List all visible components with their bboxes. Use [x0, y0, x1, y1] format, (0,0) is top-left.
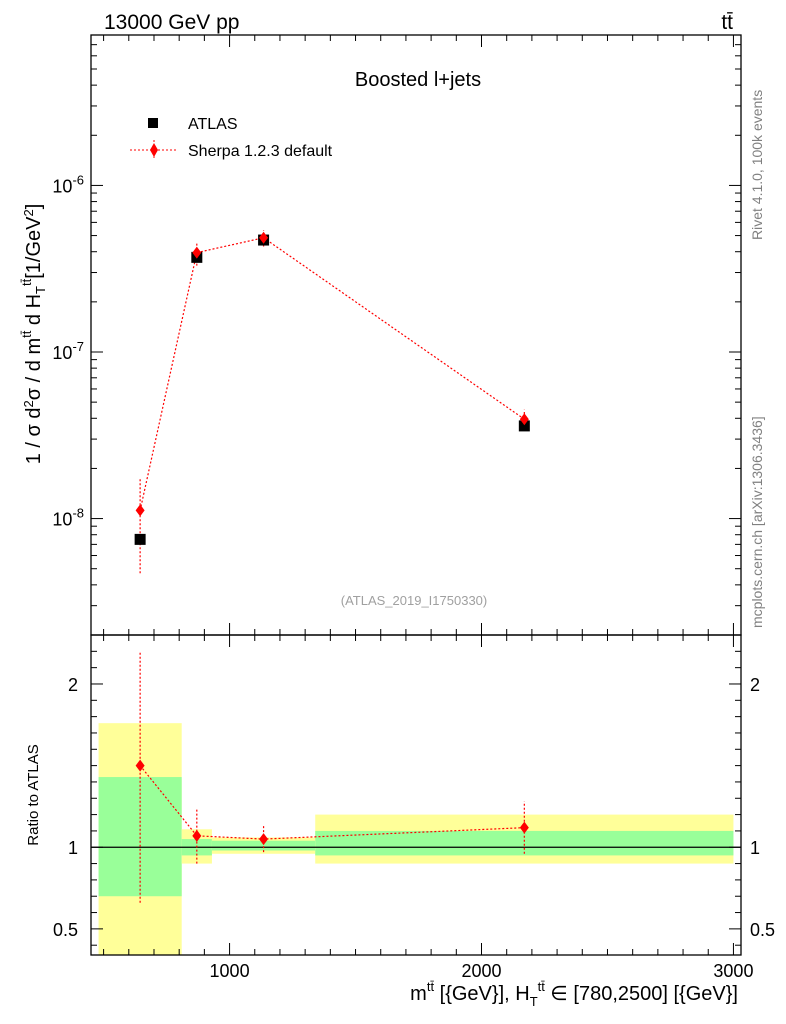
ratio-plot-frame [90, 634, 742, 956]
mcplots-label: mcplots.cern.ch [arXiv:1306.3436] [749, 416, 765, 628]
atlas-point [134, 533, 146, 545]
main-marks [134, 230, 530, 574]
ratio-sherpa-point [192, 829, 202, 842]
ratio-y-tick-label-right: 1 [750, 838, 760, 858]
sherpa-point [192, 246, 202, 259]
ratio-sherpa-point [135, 759, 145, 772]
ratio-sherpa-line [139, 765, 525, 840]
ratio-y-tick-label: 0.5 [53, 920, 78, 940]
legend-atlas-label: ATLAS [188, 116, 238, 133]
ratio-y-axis-label: Ratio to ATLAS [25, 744, 42, 845]
ratio-y-tick-label: 1 [68, 838, 78, 858]
legend-sherpa-marker [150, 143, 158, 157]
ratio-y-tick-label: 2 [68, 675, 78, 695]
analysis-label: (ATLAS_2019_I1750330) [341, 593, 487, 608]
ratio-band-green [211, 840, 316, 851]
main-axes: 10-8 10-7 10-6 [52, 34, 741, 636]
sherpa-point [259, 231, 269, 244]
chart-title: Boosted l+jets [355, 69, 481, 91]
x-tick-label: 3000 [713, 961, 753, 981]
main-y-tick-label: 10-7 [52, 339, 84, 363]
ratio-sherpa-point [519, 821, 529, 834]
sherpa-point [135, 504, 145, 517]
ratio-sherpa-point [259, 833, 269, 846]
ratio-axes: 1000 2000 3000 0.5 0.5 1 1 2 2 [53, 635, 775, 981]
ratio-y-tick-label-right: 2 [750, 675, 760, 695]
main-y-axis-label: 1 / σ d2σ / d mtt̄ d HTtt̄[1/GeV2] [19, 204, 48, 465]
ratio-marks [135, 651, 529, 903]
sherpa-point [519, 413, 529, 426]
energy-label: 13000 GeV pp [104, 11, 239, 34]
x-tick-label: 1000 [210, 961, 250, 981]
sherpa-line [139, 237, 525, 511]
rivet-label: Rivet 4.1.0, 100k events [749, 90, 765, 240]
x-tick-label: 2000 [461, 961, 501, 981]
x-axis-label: mtt̄ [{GeV}], HTtt̄ ∈ [780,2500] [{GeV}] [410, 979, 738, 1009]
legend-atlas-marker [148, 118, 158, 128]
ratio-uncertainty-bands [98, 723, 734, 955]
main-y-tick-label: 10-6 [52, 172, 84, 196]
atlas-point [518, 420, 530, 432]
legend: ATLAS Sherpa 1.2.3 default [130, 116, 333, 160]
process-label: tt̄ [721, 11, 733, 34]
main-y-tick-label: 10-8 [52, 506, 84, 530]
legend-sherpa-label: Sherpa 1.2.3 default [188, 143, 333, 160]
ratio-y-tick-label-right: 0.5 [750, 920, 775, 940]
ratio-band-green [315, 830, 734, 856]
